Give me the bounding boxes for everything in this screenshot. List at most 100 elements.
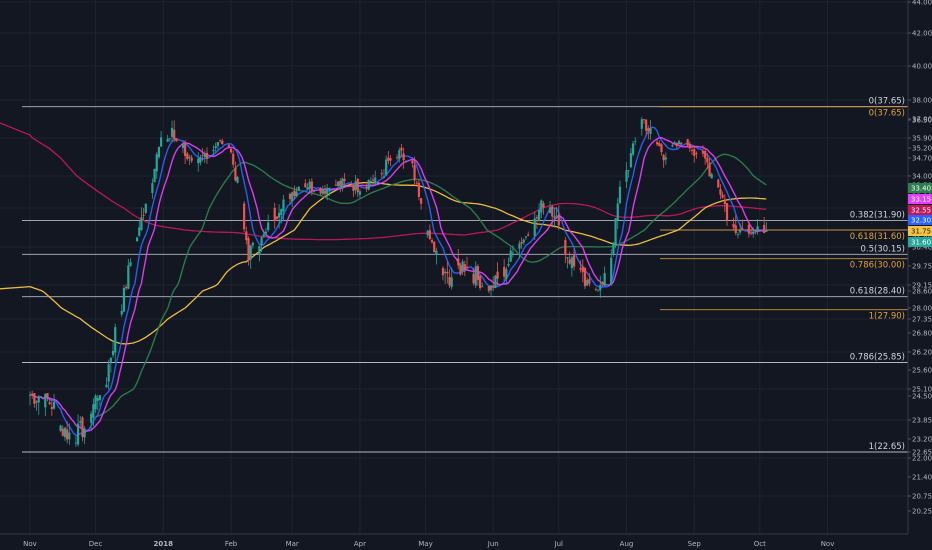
y-tick-label: 26.80: [912, 330, 932, 338]
candle-body: [157, 146, 161, 158]
y-tick-label: 24.50: [912, 393, 932, 401]
candle-body: [323, 191, 327, 194]
price-tag-label: 31.60: [911, 239, 931, 247]
y-tick-label: 28.60: [912, 288, 932, 296]
candle-body: [90, 413, 93, 423]
y-tick-label: 23.20: [912, 436, 932, 444]
candle-body: [732, 223, 735, 228]
moving-average-line: [0, 181, 767, 345]
candle-body: [511, 252, 514, 254]
candle-body: [566, 257, 569, 259]
x-tick-label: Jul: [554, 540, 564, 548]
candle-body: [190, 157, 193, 161]
price-tag-label: 32.55: [911, 207, 931, 215]
fib-right-level-label: 1(27.90): [869, 312, 905, 322]
candle-body: [264, 231, 268, 234]
candle-body: [166, 138, 169, 142]
candle-body: [105, 384, 108, 388]
candle-body: [680, 142, 683, 145]
y-tick-label: 44.00: [912, 0, 932, 7]
candle-body: [138, 227, 141, 236]
candle-body: [435, 250, 438, 255]
candle-body: [448, 277, 451, 286]
y-tick-label: 40.00: [912, 63, 932, 71]
candle-body: [243, 203, 246, 230]
candle-body: [68, 432, 71, 440]
candle-body: [520, 241, 523, 244]
candle-body: [739, 230, 742, 233]
candle-body: [450, 277, 453, 287]
candle-body: [404, 161, 407, 163]
x-tick-label: Oct: [754, 540, 766, 548]
fib-left-level-label: 0(37.65): [869, 97, 905, 107]
candle-body: [365, 186, 368, 189]
candle-body: [662, 154, 665, 161]
candle-body: [385, 159, 388, 176]
candle-body: [430, 240, 434, 243]
fib-right-level-label: 0.618(31.60): [850, 232, 905, 242]
candle-body: [540, 200, 543, 213]
time-axis-background: [0, 534, 932, 550]
candle-body: [273, 207, 276, 221]
fib-left-level-label: 0.618(28.40): [850, 287, 905, 297]
candle-body: [308, 181, 311, 189]
candle-body: [583, 267, 587, 287]
candle-body: [339, 180, 342, 187]
candle-body: [538, 209, 541, 221]
candle-body: [551, 206, 554, 217]
candle-body: [380, 173, 383, 175]
y-tick-label: 35.90: [912, 135, 932, 143]
candle-body: [175, 138, 178, 142]
fibonacci-retracements[interactable]: 0(37.65) 0.382(31.90) 0.5(30.15) 0.618(28.4…: [22, 97, 908, 453]
candle-body: [444, 271, 447, 274]
candle-body: [658, 142, 661, 147]
candle-body: [612, 242, 615, 254]
candle-body: [675, 143, 678, 147]
candle-body: [459, 265, 462, 275]
x-tick-label: Mar: [286, 540, 299, 548]
candle-body: [153, 168, 156, 183]
candle-body: [310, 181, 313, 191]
candle-body: [725, 203, 729, 221]
candle-body: [487, 286, 490, 291]
moving-average-line: [29, 126, 767, 437]
candle-body: [218, 140, 222, 141]
candle-body: [527, 234, 530, 236]
candle-body: [214, 146, 217, 148]
candle-body: [334, 184, 337, 186]
candle-body: [721, 194, 724, 198]
candle-body: [645, 119, 648, 131]
candle-body: [358, 191, 362, 195]
candle-body: [640, 119, 643, 129]
candle-body: [629, 153, 632, 168]
y-tick-label: 25.60: [912, 367, 932, 375]
candle-body: [125, 286, 128, 289]
candle-body: [618, 186, 622, 204]
candle-body: [417, 182, 421, 197]
candle-body: [229, 148, 233, 153]
candle-body: [232, 153, 235, 165]
time-axis[interactable]: Nov Dec 2018 Feb Mar Apr May Jun Jul Aug Sep Oct Nov: [23, 540, 834, 548]
candle-body: [660, 144, 663, 153]
y-tick-label: 42.00: [912, 30, 932, 38]
price-tag: [908, 237, 932, 247]
y-tick-label: 38.00: [912, 97, 932, 105]
x-tick-label: Nov: [821, 540, 835, 548]
candle-body: [155, 154, 158, 172]
candle-body: [402, 153, 405, 161]
candle-body: [507, 263, 510, 266]
candle-body: [321, 189, 324, 195]
candle-body: [297, 186, 300, 191]
candle-body: [572, 255, 576, 267]
x-tick-label: Aug: [620, 540, 634, 548]
candle-body: [247, 238, 250, 261]
candle-body: [701, 150, 705, 154]
y-tick-label: 23.85: [912, 417, 932, 425]
moving-average-line: [29, 136, 767, 432]
candle-body: [555, 215, 558, 217]
candle-body: [98, 395, 102, 400]
candle-body: [503, 267, 506, 277]
candle-body: [81, 417, 84, 437]
candle-body: [367, 180, 370, 190]
